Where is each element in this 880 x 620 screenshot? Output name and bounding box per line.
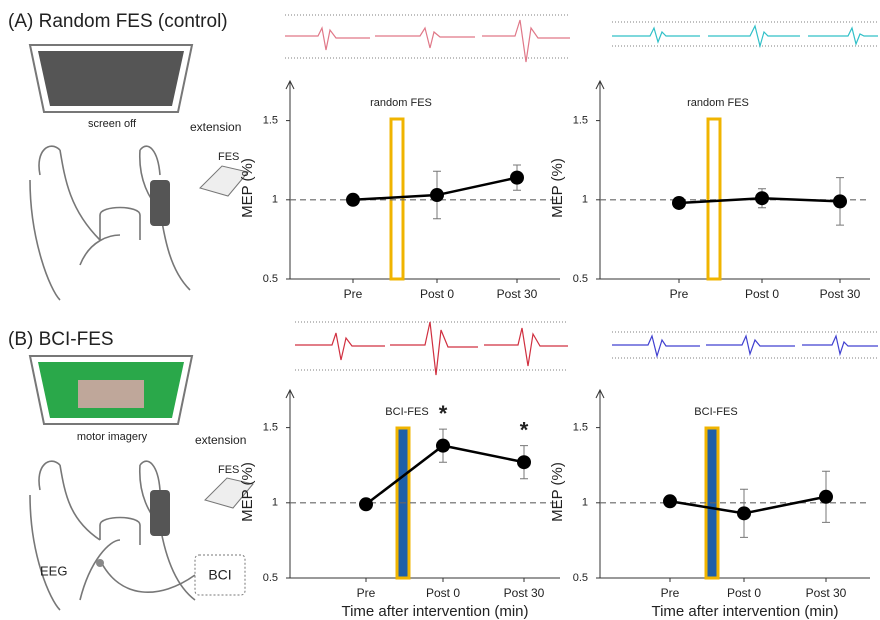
electrode: [150, 490, 170, 536]
y-tick-label: 1.5: [263, 422, 278, 434]
data-point: [436, 438, 450, 453]
significance-marker: *: [520, 417, 529, 442]
fes-device: [199, 165, 249, 197]
y-tick-label: 1: [582, 194, 588, 206]
emg-traces: [285, 14, 878, 376]
x-tick-label: Post 30: [806, 586, 847, 600]
x-tick-label: Pre: [344, 287, 363, 301]
y-axis: [595, 388, 605, 578]
data-point: [359, 497, 373, 512]
data-line: [365, 444, 525, 506]
device-label: FES: [218, 151, 239, 163]
electrode: [150, 180, 170, 226]
y-tick-label: 1.5: [573, 422, 588, 434]
y-axis: [595, 79, 605, 279]
intervention-label: random FES: [370, 97, 432, 109]
panel-label: (B) BCI-FES: [8, 329, 114, 350]
eeg-electrode: [96, 559, 104, 567]
y-axis-label: MEP (%): [549, 462, 566, 522]
y-axis-label: MEP (%): [549, 158, 566, 218]
screen-label: motor imagery: [77, 431, 148, 443]
y-tick-label: 1: [582, 497, 588, 509]
data-point: [672, 195, 686, 210]
x-tick-label: Pre: [670, 287, 689, 301]
y-tick-label: 1: [272, 497, 278, 509]
movement-label: extension: [195, 433, 246, 447]
screen: [38, 51, 184, 106]
y-axis-label: MEP (%): [239, 462, 256, 522]
intervention-bar: [389, 117, 405, 281]
data-point: [755, 191, 769, 206]
significance-marker: *: [439, 401, 448, 426]
screen-label: screen off: [88, 118, 137, 130]
person: [29, 145, 191, 301]
y-axis: [285, 388, 295, 578]
y-tick-label: 1.5: [263, 115, 278, 127]
hand-image: [78, 380, 144, 408]
x-tick-label: Post 0: [745, 287, 779, 301]
data-point: [737, 506, 751, 521]
intervention-label: BCI-FES: [385, 406, 428, 418]
x-tick-label: Post 30: [497, 287, 538, 301]
intervention-bar: [706, 117, 722, 281]
x-tick-label: Post 30: [504, 586, 545, 600]
x-tick-label: Pre: [661, 586, 680, 600]
y-tick-label: 1.5: [573, 115, 588, 127]
intervention-label: random FES: [687, 97, 749, 109]
bci-label: BCI: [208, 567, 231, 583]
movement-label: extension: [190, 120, 241, 134]
data-point: [819, 489, 833, 504]
y-axis-label: MEP (%): [239, 158, 256, 218]
data-point: [346, 192, 360, 207]
x-tick-label: Post 0: [727, 586, 761, 600]
x-axis-label: Time after intervention (min): [341, 603, 528, 620]
data-point: [833, 194, 847, 209]
x-tick-label: Post 0: [420, 287, 454, 301]
bci-box: [194, 554, 246, 596]
data-point: [517, 455, 531, 470]
data-point: [430, 188, 444, 203]
device-label: FES: [218, 464, 239, 476]
fes-device: [204, 477, 254, 509]
y-axis: [285, 79, 295, 279]
data-point: [510, 170, 524, 185]
panel-label: (A) Random FES (control): [8, 11, 228, 32]
x-tick-label: Post 30: [820, 287, 861, 301]
intervention-label: BCI-FES: [694, 406, 737, 418]
eeg-label: EEG: [40, 563, 67, 578]
y-tick-label: 0.5: [573, 572, 588, 584]
x-axis-label: Time after intervention (min): [651, 603, 838, 620]
y-tick-label: 0.5: [263, 572, 278, 584]
data-point: [663, 494, 677, 509]
x-tick-label: Pre: [357, 586, 376, 600]
x-tick-label: Post 0: [426, 586, 460, 600]
person: [29, 460, 196, 611]
y-tick-label: 1: [272, 194, 278, 206]
y-tick-label: 0.5: [573, 273, 588, 285]
y-tick-label: 0.5: [263, 273, 278, 285]
